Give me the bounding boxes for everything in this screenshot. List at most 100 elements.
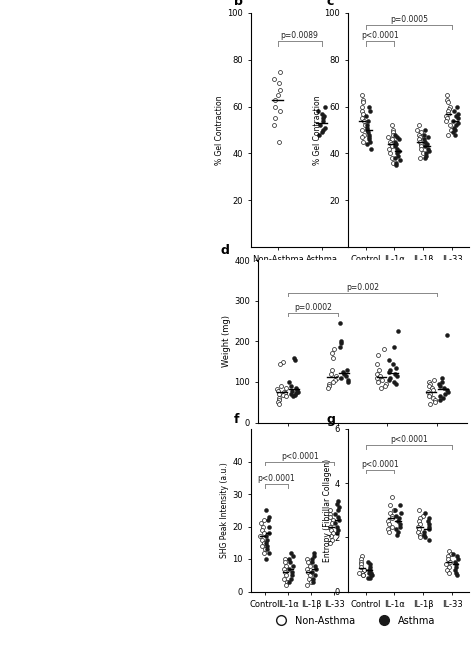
Point: [304, 567, 311, 577]
Point: [396, 519, 404, 529]
Point: [445, 546, 452, 556]
Point: [396, 155, 404, 166]
Point: [440, 383, 448, 393]
Point: [454, 554, 462, 564]
Point: [438, 372, 446, 383]
Point: [274, 385, 282, 396]
Text: p<0.0001: p<0.0001: [390, 436, 428, 445]
Point: [426, 389, 434, 399]
Point: [437, 391, 444, 401]
Point: [291, 352, 298, 363]
Point: [272, 101, 279, 112]
Point: [282, 388, 289, 398]
Point: [328, 534, 336, 545]
Point: [342, 370, 350, 381]
Point: [326, 505, 333, 515]
Point: [359, 132, 366, 142]
Point: [429, 385, 437, 395]
Point: [393, 132, 401, 142]
Point: [385, 144, 393, 154]
Point: [281, 573, 288, 584]
Point: [310, 547, 318, 558]
Point: [420, 529, 428, 539]
Point: [415, 524, 423, 534]
Point: [283, 570, 290, 580]
Point: [287, 389, 295, 399]
Point: [455, 113, 462, 124]
Point: [366, 573, 374, 583]
Y-axis label: Weight (mg): Weight (mg): [222, 315, 231, 367]
Point: [328, 348, 336, 359]
Point: [385, 519, 392, 529]
Point: [387, 139, 395, 150]
Point: [365, 132, 373, 142]
Point: [419, 148, 427, 159]
Point: [365, 565, 373, 575]
Point: [265, 521, 273, 532]
Point: [376, 365, 383, 375]
Point: [444, 90, 451, 100]
Point: [368, 570, 375, 580]
Point: [275, 395, 283, 406]
Point: [450, 127, 457, 138]
Point: [424, 387, 432, 397]
Point: [445, 554, 452, 564]
Point: [420, 526, 428, 537]
Point: [385, 374, 392, 385]
Point: [276, 66, 283, 77]
Point: [366, 136, 374, 147]
Point: [416, 514, 424, 524]
Point: [314, 106, 321, 116]
Point: [263, 534, 271, 545]
Point: [321, 122, 329, 133]
Point: [309, 554, 316, 564]
Point: [275, 136, 283, 147]
Point: [396, 521, 404, 532]
Point: [446, 101, 453, 112]
Point: [447, 125, 455, 135]
Point: [358, 551, 366, 562]
Point: [263, 541, 270, 551]
Point: [359, 90, 366, 100]
Point: [318, 127, 326, 138]
Point: [258, 541, 266, 551]
Point: [387, 508, 394, 518]
Point: [424, 139, 431, 150]
Point: [392, 157, 400, 168]
Point: [289, 551, 297, 561]
Point: [444, 109, 452, 119]
Text: c: c: [327, 0, 334, 8]
Point: [359, 570, 367, 580]
Text: p<0.0001: p<0.0001: [361, 460, 399, 469]
Point: [329, 352, 337, 363]
Point: [307, 577, 314, 587]
Point: [308, 557, 316, 567]
Point: [291, 354, 299, 365]
Point: [421, 136, 428, 147]
Point: [327, 538, 334, 548]
Point: [392, 141, 399, 151]
Point: [378, 383, 385, 393]
Point: [335, 515, 343, 525]
Point: [289, 391, 296, 401]
Point: [388, 141, 396, 151]
Point: [366, 106, 374, 116]
Point: [366, 559, 374, 569]
Point: [359, 570, 366, 580]
Point: [421, 532, 428, 543]
Point: [365, 567, 373, 578]
Point: [359, 101, 366, 112]
Point: [365, 556, 372, 567]
Point: [311, 560, 319, 571]
Point: [386, 148, 393, 159]
Point: [256, 531, 264, 541]
Point: [444, 97, 451, 107]
Point: [319, 125, 327, 135]
Text: p<0.0001: p<0.0001: [361, 31, 399, 40]
Point: [260, 528, 267, 538]
Point: [319, 113, 327, 124]
Point: [358, 556, 365, 567]
Point: [273, 384, 281, 395]
Point: [328, 365, 336, 375]
Point: [257, 518, 265, 528]
